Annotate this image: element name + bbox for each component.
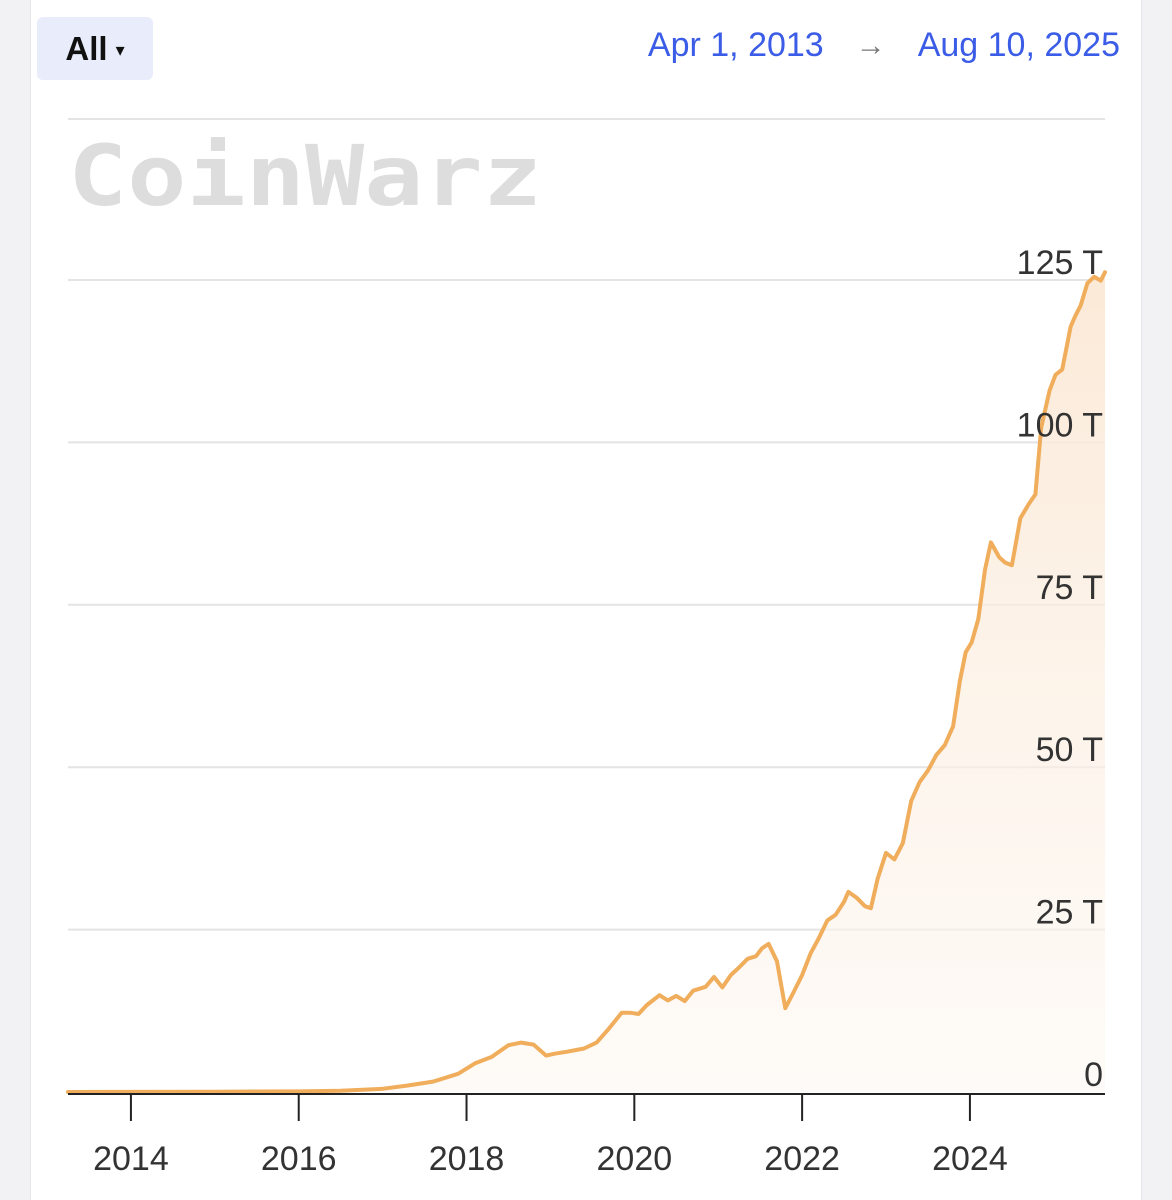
x-tick-label: 2016 bbox=[261, 1140, 337, 1178]
range-dropdown[interactable]: All ▾ bbox=[37, 17, 153, 80]
y-tick-label: 125 T bbox=[1017, 244, 1103, 282]
y-tick-label: 75 T bbox=[1036, 569, 1103, 607]
arrow-right-icon: → bbox=[855, 28, 886, 62]
y-axis-labels: 0 25 T 50 T 75 T 100 T 125 T bbox=[1017, 244, 1103, 1094]
x-tick-label: 2018 bbox=[429, 1140, 505, 1178]
x-tick-label: 2024 bbox=[932, 1140, 1008, 1178]
x-tick-label: 2022 bbox=[764, 1140, 840, 1178]
start-date-link[interactable]: Apr 1, 2013 bbox=[647, 26, 824, 64]
end-date-link[interactable]: Aug 10, 2025 bbox=[917, 26, 1120, 64]
y-tick-label: 100 T bbox=[1017, 406, 1103, 444]
x-tick-label: 2014 bbox=[93, 1140, 169, 1178]
y-tick-label: 0 bbox=[1084, 1056, 1103, 1094]
range-dropdown-label: All bbox=[65, 29, 108, 67]
chevron-down-icon: ▾ bbox=[115, 40, 125, 60]
x-axis-ticks: 2014 2016 2018 2020 2022 2024 bbox=[93, 1094, 1008, 1178]
x-tick-label: 2020 bbox=[597, 1140, 673, 1178]
y-tick-label: 50 T bbox=[1036, 731, 1103, 769]
coinwarz-watermark-logo: CoinWarz bbox=[68, 127, 542, 225]
data-line-hashrate bbox=[66, 270, 1107, 1094]
y-tick-label: 25 T bbox=[1036, 894, 1103, 932]
date-range: Apr 1, 2013 → Aug 10, 2025 bbox=[648, 26, 1120, 65]
area-fill bbox=[68, 272, 1105, 1092]
